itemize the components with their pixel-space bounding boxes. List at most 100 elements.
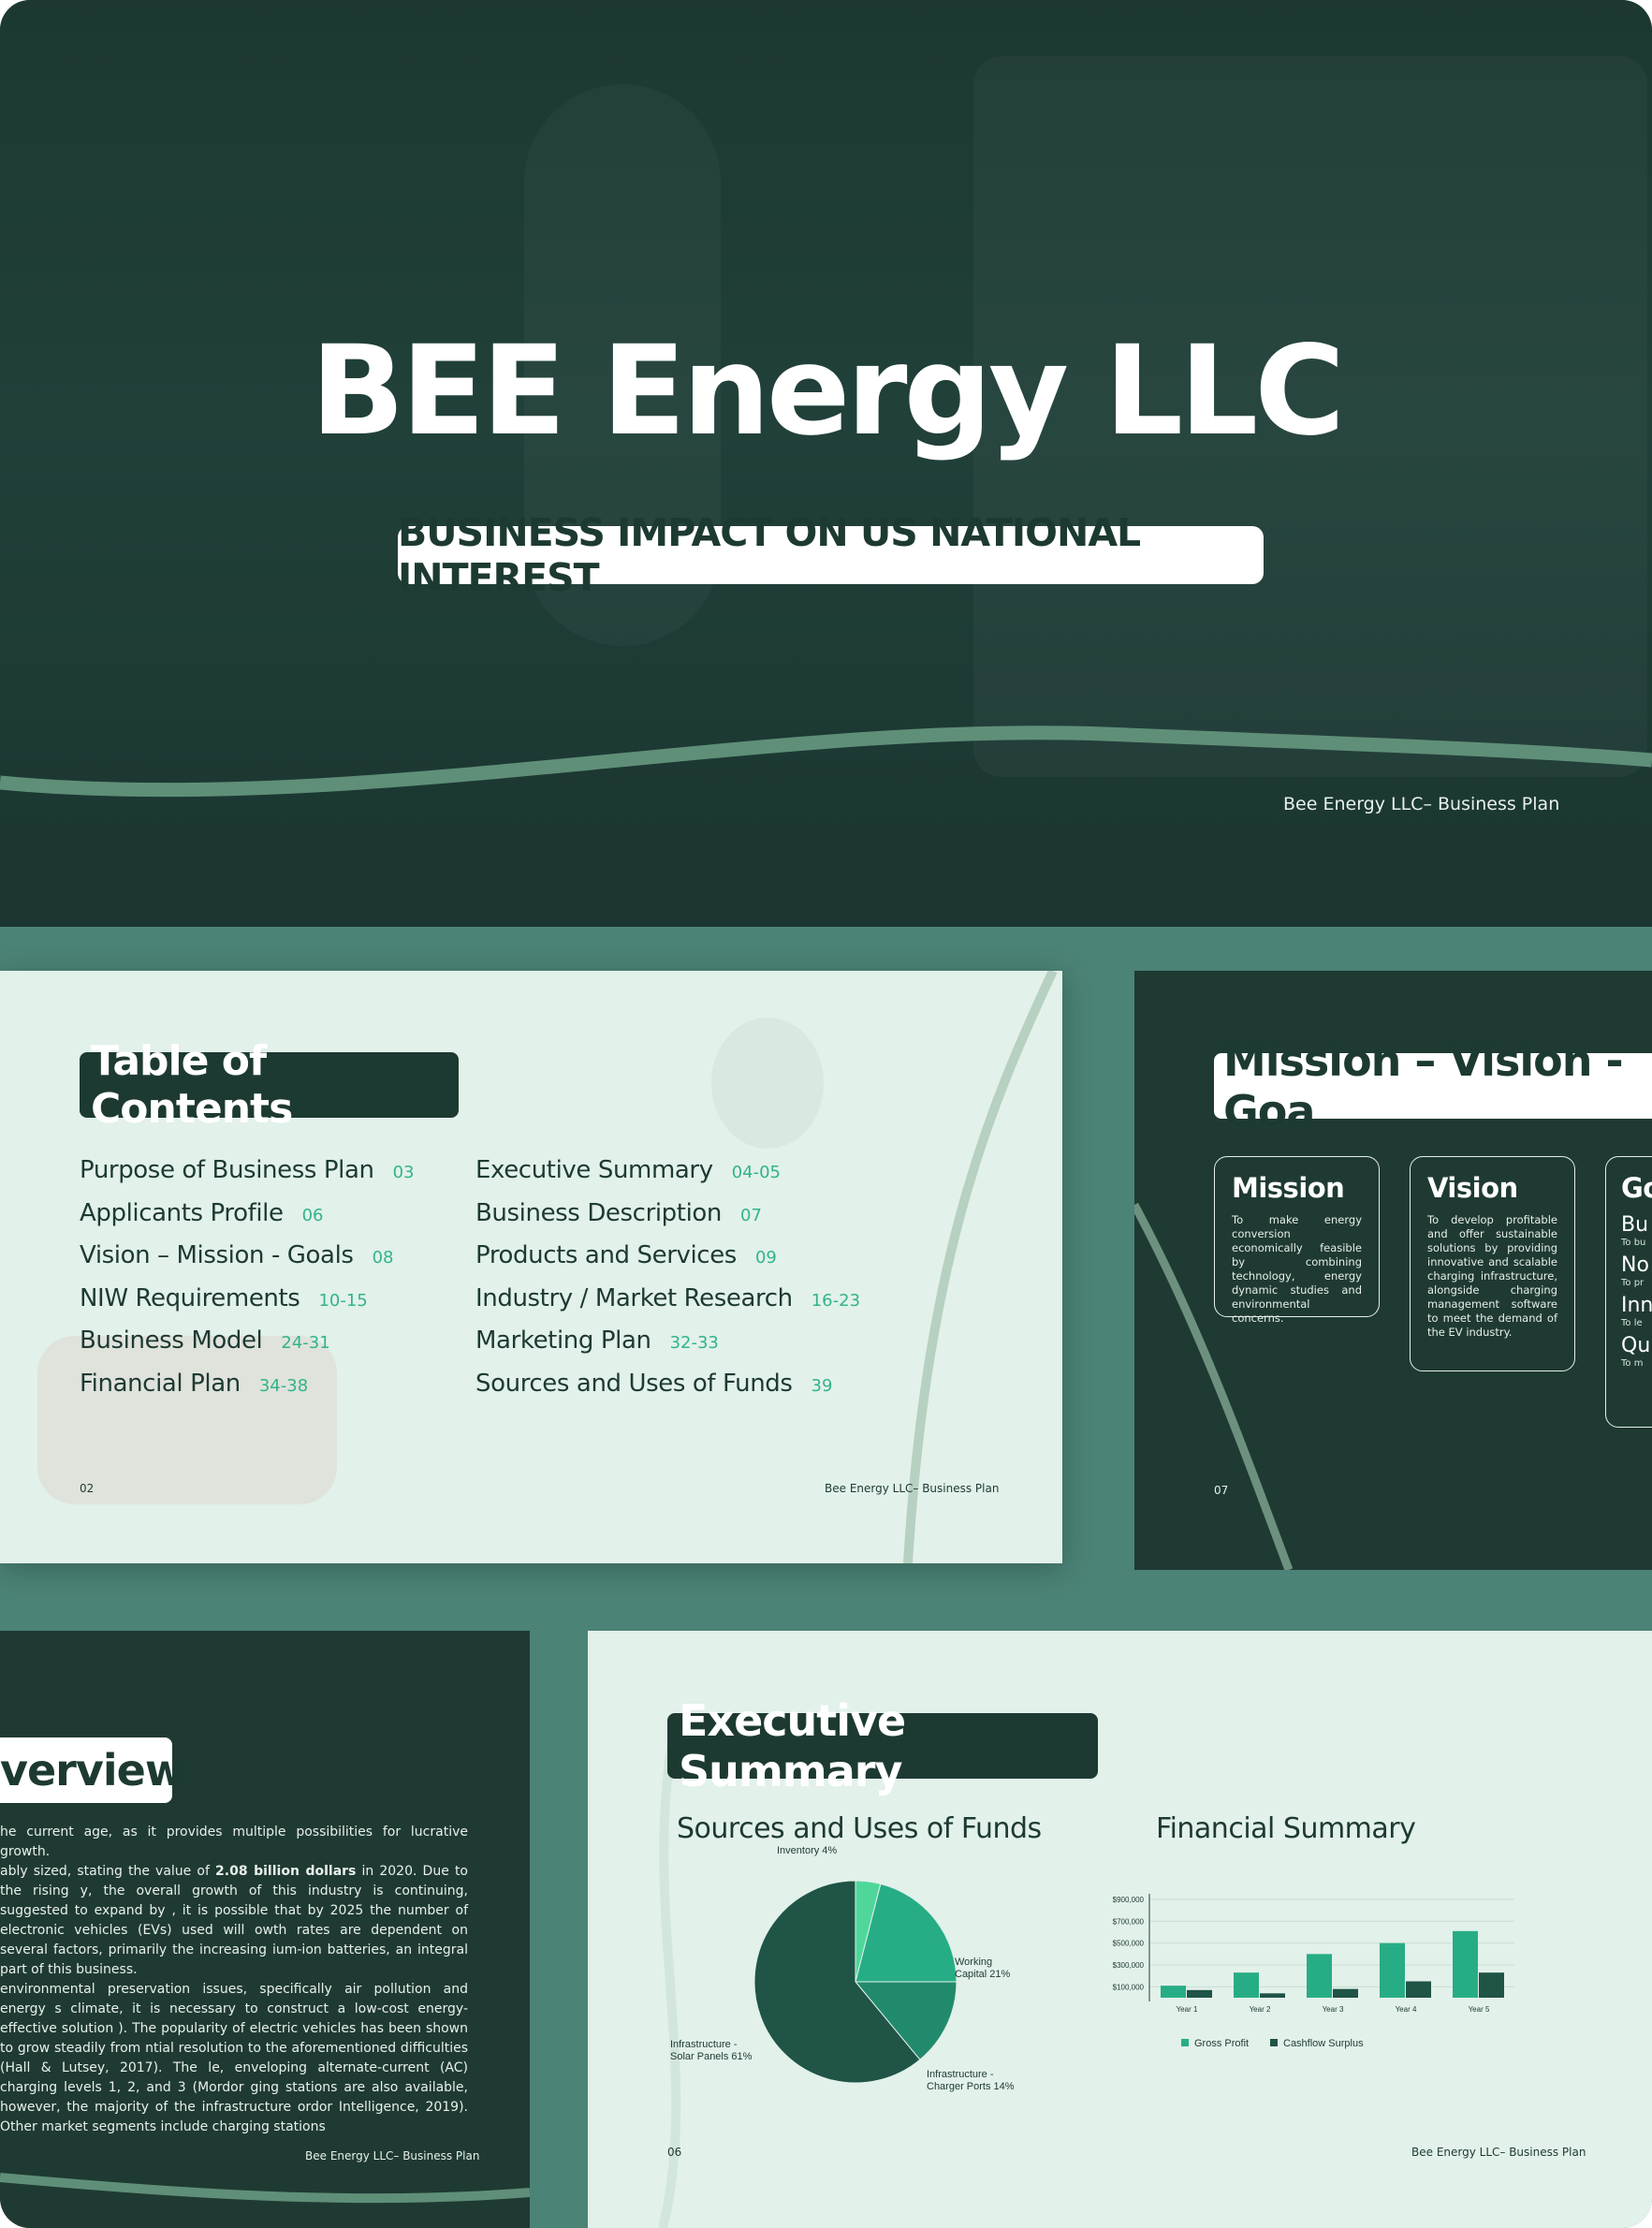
overview-wave (0, 2173, 530, 2204)
toc-entry-page: 07 (740, 1205, 762, 1225)
toc-entry-label: Business Model (80, 1327, 263, 1356)
toc-entry-page: 08 (372, 1248, 394, 1268)
cover-footer: Bee Energy LLC– Business Plan (1283, 794, 1560, 814)
toc-entry[interactable]: Products and Services 09 (475, 1241, 860, 1284)
goal-heading: Inn (1621, 1294, 1652, 1317)
goals-card-title: Go (1621, 1172, 1652, 1204)
toc-entry[interactable]: Sources and Uses of Funds 39 (475, 1370, 860, 1413)
toc-entry-page: 04-05 (731, 1163, 782, 1182)
bar (1453, 1930, 1478, 1998)
exec-footer: Bee Energy LLC– Business Plan (1411, 2146, 1586, 2159)
toc-title: Table of Contents (80, 1037, 459, 1133)
y-tick-label: $500,000 (1113, 1940, 1145, 1948)
toc-entry[interactable]: Business Model 24-31 (80, 1327, 414, 1370)
vision-card-body: To develop profitable and offer sustaina… (1427, 1213, 1557, 1339)
legend-swatch (1181, 2039, 1189, 2046)
goal-heading: Bu (1621, 1213, 1649, 1237)
toc-entry-label: Business Description (475, 1198, 722, 1227)
toc-entry[interactable]: Vision – Mission - Goals 08 (80, 1241, 414, 1284)
toc-entry[interactable]: NIW Requirements 10-15 (80, 1284, 414, 1327)
overview-slide: verview he current age, as it provides m… (0, 1631, 530, 2228)
toc-footer: Bee Energy LLC– Business Plan (825, 1482, 1000, 1495)
toc-entry[interactable]: Business Description 07 (475, 1199, 860, 1242)
x-tick-label: Year 3 (1323, 2005, 1344, 2014)
bar (1187, 1989, 1212, 1998)
bar (1333, 1988, 1358, 1998)
toc-page-number: 02 (80, 1482, 95, 1495)
toc-entry-page: 03 (392, 1163, 415, 1182)
financial-summary-bar-chart: $100,000 $300,000 $500,000 $700,000 $900,000… (1113, 1894, 1514, 2049)
exec-page-number: 06 (667, 2146, 682, 2159)
goal-text: To m (1621, 1358, 1644, 1369)
toc-right-column: Executive Summary 04-05 Business Descripti… (475, 1156, 860, 1413)
toc-entry[interactable]: Industry / Market Research 16-23 (475, 1284, 860, 1327)
overview-paragraph-1: ably sized, stating the value of 2.08 bi… (0, 1862, 468, 1980)
bar (1260, 1993, 1285, 1998)
bar (1307, 1954, 1332, 1998)
legend-label: Cashflow Surplus (1283, 2038, 1364, 2049)
toc-entry-label: Marketing Plan (475, 1327, 651, 1356)
toc-entry[interactable]: Marketing Plan 32-33 (475, 1327, 860, 1370)
overview-p1-highlight: 2.08 billion dollars (215, 1864, 357, 1879)
toc-entry-label: Executive Summary (475, 1156, 713, 1184)
vision-card: Vision To develop profitable and offer s… (1410, 1156, 1575, 1371)
pie-slice-label: Capital 21% (955, 1969, 1011, 1980)
mission-card-body: To make energy conversion economically f… (1232, 1213, 1362, 1325)
mission-title: Mission – Vision - Goa (1214, 1035, 1652, 1136)
mission-decor-curve (1134, 1202, 1294, 1570)
legend-label: Gross Profit (1194, 2038, 1249, 2049)
toc-entry-page: 09 (754, 1248, 777, 1268)
pie-slice-label: Infrastructure - (927, 2069, 994, 2080)
pie-slice-label: Solar Panels 61% (670, 2051, 753, 2062)
cover-title: BEE Energy LLC (310, 319, 1345, 463)
toc-entry-page: 06 (301, 1205, 324, 1225)
toc-entry-page: 32-33 (669, 1333, 719, 1354)
cover-subtitle-badge: BUSINESS IMPACT ON US NATIONAL INTEREST (398, 510, 1264, 600)
toc-slide: Table of Contents Purpose of Business Pl… (0, 971, 1062, 1563)
bar (1234, 1972, 1259, 1998)
goal-heading: No (1621, 1253, 1649, 1277)
pie-slice (855, 1883, 958, 1983)
x-tick-label: Year 4 (1396, 2005, 1417, 2014)
goal-text: To pr (1621, 1278, 1645, 1288)
pie-slice (753, 1880, 921, 2084)
toc-entry[interactable]: Purpose of Business Plan 03 (80, 1156, 414, 1199)
toc-entry-label: Purpose of Business Plan (80, 1156, 374, 1184)
pie-slice-label: Working (955, 1957, 992, 1968)
cover-wave (0, 726, 1652, 798)
pie-slice (854, 1981, 958, 2060)
mission-card-title: Mission (1232, 1172, 1345, 1204)
toc-entry-page: 39 (811, 1375, 833, 1396)
mission-card: Mission To make energy conversion econom… (1214, 1156, 1380, 1325)
cover-slide: BEE Energy LLC BUSINESS IMPACT ON US NAT… (0, 0, 1652, 927)
exec-decor (658, 1742, 681, 2228)
pie-slice-label: Inventory 4% (777, 1845, 837, 1856)
toc-entry[interactable]: Executive Summary 04-05 (475, 1156, 860, 1199)
bar (1380, 1942, 1405, 1998)
toc-entry-label: Products and Services (475, 1241, 737, 1270)
mission-page-number: 07 (1214, 1484, 1229, 1497)
bar (1479, 1972, 1504, 1998)
toc-entry-page: 10-15 (318, 1290, 368, 1311)
toc-entry-label: Industry / Market Research (475, 1283, 793, 1312)
toc-entry[interactable]: Applicants Profile 06 (80, 1199, 414, 1242)
bar-chart-title: Financial Summary (1156, 1812, 1416, 1845)
pie-slice-label: Infrastructure - (670, 2039, 738, 2050)
toc-entry-page: 24-31 (281, 1333, 330, 1354)
toc-entry-label: Financial Plan (80, 1369, 241, 1398)
y-tick-label: $300,000 (1113, 1961, 1145, 1970)
toc-entry[interactable]: Financial Plan 34-38 (80, 1370, 414, 1413)
y-tick-label: $700,000 (1113, 1917, 1145, 1926)
toc-entry-page: 34-38 (258, 1375, 309, 1396)
toc-decor-curve (37, 971, 1058, 1563)
x-tick-label: Year 2 (1250, 2005, 1271, 2014)
toc-entry-label: NIW Requirements (80, 1283, 300, 1312)
toc-entry-label: Sources and Uses of Funds (475, 1369, 793, 1398)
toc-entry-label: Applicants Profile (80, 1198, 284, 1227)
overview-footer: Bee Energy LLC– Business Plan (305, 2149, 480, 2162)
pie-slice-label: Charger Ports 14% (927, 2081, 1015, 2092)
toc-entry-label: Vision – Mission - Goals (80, 1241, 354, 1270)
legend-swatch (1270, 2039, 1278, 2046)
